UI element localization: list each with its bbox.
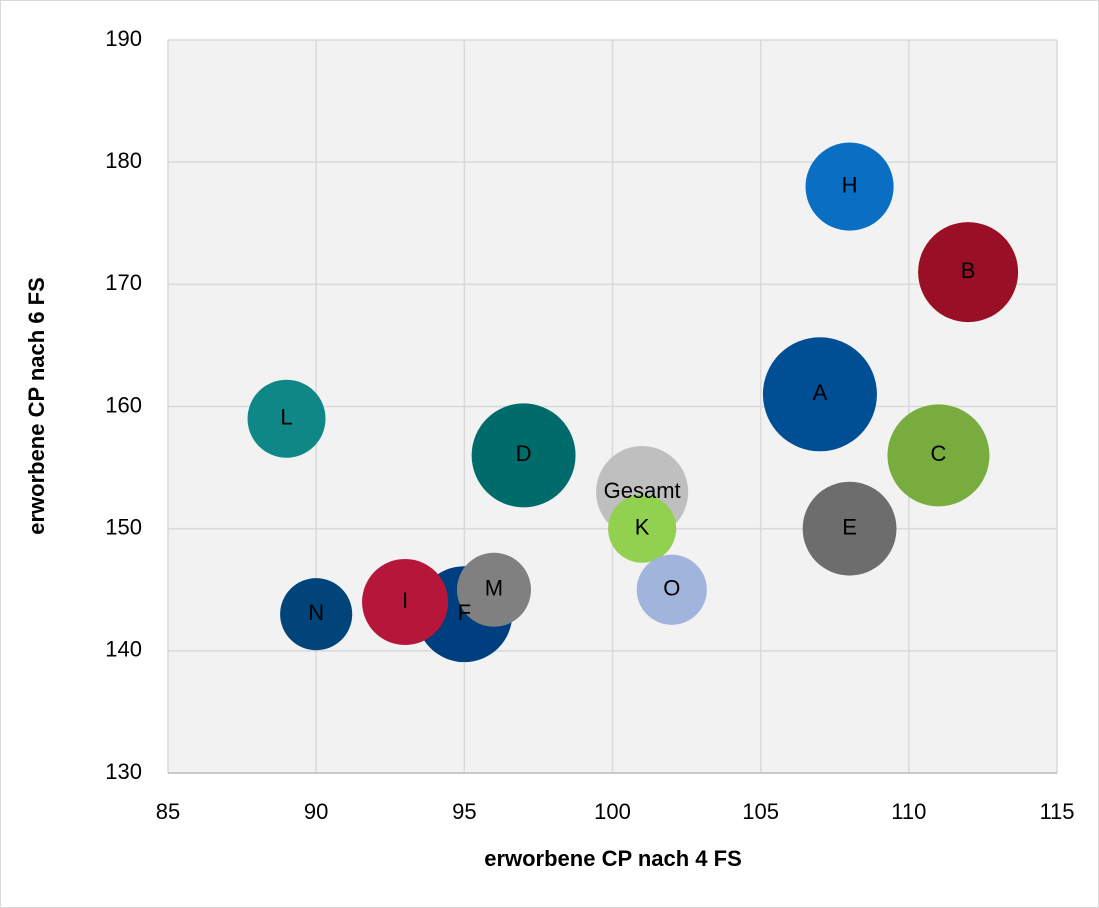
bubble-label: I: [402, 588, 408, 613]
bubble: [762, 337, 877, 452]
bubble-label: Gesamt: [604, 478, 681, 503]
bubble-label: N: [308, 600, 324, 625]
y-axis-title: erworbene CP nach 6 FS: [24, 277, 49, 535]
bubble: [636, 554, 707, 625]
y-tick-label: 140: [105, 637, 142, 662]
bubble: [887, 404, 990, 507]
bubble-label: C: [931, 441, 947, 466]
bubble: [608, 494, 677, 563]
y-tick-label: 180: [105, 148, 142, 173]
bubble: [247, 379, 326, 458]
y-tick-label: 190: [105, 26, 142, 51]
x-axis-title: erworbene CP nach 4 FS: [484, 846, 742, 871]
bubble-label: E: [842, 514, 857, 539]
x-tick-label: 100: [594, 799, 631, 824]
bubble: [918, 222, 1019, 323]
bubble-label: F: [458, 600, 471, 625]
x-tick-label: 115: [1039, 799, 1074, 824]
y-tick-label: 170: [105, 270, 142, 295]
bubble: [456, 552, 531, 627]
x-tick-label: 110: [891, 799, 926, 824]
bubble-label: H: [842, 172, 858, 197]
x-tick-label: 90: [304, 799, 328, 824]
bubble: [471, 403, 576, 508]
bubble-label: A: [813, 380, 828, 405]
bubble-label: O: [663, 576, 680, 601]
y-tick-label: 160: [105, 392, 142, 417]
bubble: [280, 578, 353, 651]
bubble: [805, 142, 894, 231]
bubble-label: D: [516, 441, 532, 466]
bubble: [362, 558, 449, 645]
bubble-label: K: [635, 514, 650, 539]
y-tick-label: 150: [105, 514, 142, 539]
bubble-label: M: [485, 576, 503, 601]
bubble-label: L: [280, 405, 292, 430]
y-tick-label: 130: [105, 759, 142, 784]
bubble: [802, 481, 897, 576]
x-tick-label: 95: [452, 799, 476, 824]
x-tick-label: 85: [156, 799, 180, 824]
bubble-label: B: [961, 258, 976, 283]
x-tick-label: 105: [742, 799, 779, 824]
